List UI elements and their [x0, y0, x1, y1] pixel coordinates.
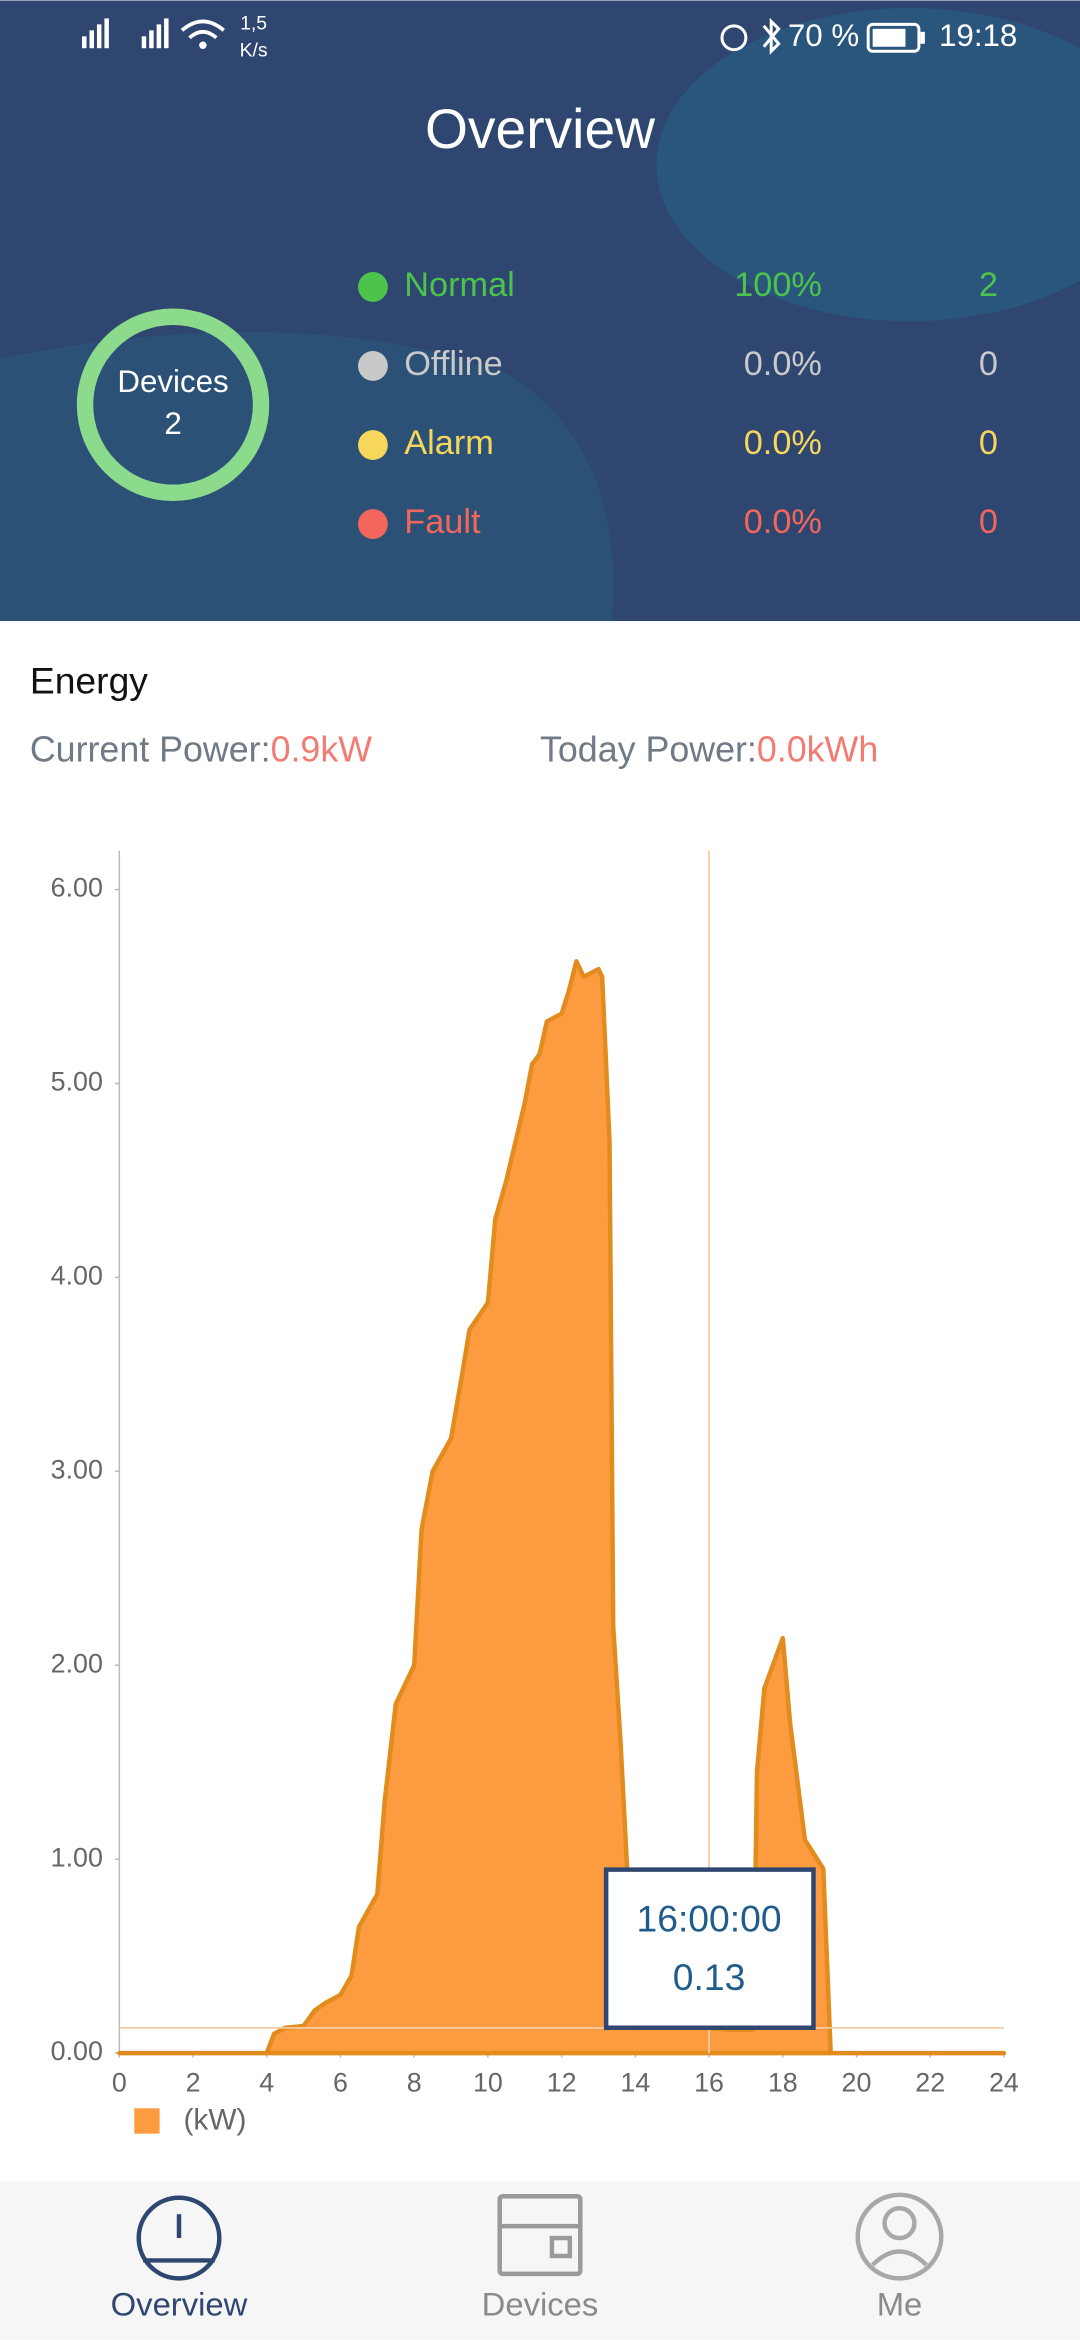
x-tick-label: 18: [768, 2068, 798, 2098]
current-power: Current Power:0.9kW: [30, 730, 372, 770]
energy-title: Energy: [30, 660, 148, 702]
status-count: 0: [979, 503, 998, 541]
today-value: 0.0kWh: [757, 730, 878, 770]
x-tick-label: 14: [620, 2068, 650, 2098]
y-tick-label: 6.00: [51, 873, 103, 903]
tab-label[interactable]: Me: [877, 2285, 923, 2322]
x-tick-label: 20: [842, 2068, 872, 2098]
status-dot: [358, 509, 388, 540]
x-tick-label: 6: [333, 2068, 348, 2098]
status-dot: [358, 430, 388, 460]
y-tick-label: 1.00: [51, 1842, 103, 1872]
net-speed: 1,5: [240, 12, 267, 34]
status-name: Fault: [404, 503, 481, 541]
x-tick-label: 10: [473, 2068, 503, 2098]
today-power: Today Power:0.0kWh: [540, 730, 878, 770]
status-name: Offline: [404, 345, 503, 383]
devices-count: 2: [164, 406, 181, 441]
status-count: 0: [979, 345, 998, 383]
legend-swatch: [134, 2108, 160, 2134]
status-icons: [82, 17, 925, 55]
y-tick-label: 3.00: [51, 1454, 103, 1484]
tab-label[interactable]: Overview: [111, 2285, 248, 2322]
area: [117, 959, 1007, 2056]
devices-label: Devices: [117, 364, 228, 399]
header-blob: [656, 8, 1080, 322]
device-ring: [76, 308, 270, 501]
y-tick-label: 5.00: [51, 1067, 103, 1097]
x-tick-label: 16: [694, 2068, 724, 2098]
status-name: Alarm: [404, 424, 494, 462]
status-dot: [358, 271, 388, 302]
status-percent: 0.0%: [744, 345, 822, 383]
x-tick-label: 24: [989, 2068, 1019, 2098]
tooltip-value: 0.13: [673, 1956, 746, 1998]
y-tick-label: 0.00: [51, 2036, 103, 2066]
today-label: Today Power:: [540, 730, 757, 770]
x-tick-label: 0: [112, 2068, 127, 2098]
tooltip-box: [603, 1867, 816, 2030]
x-tick-label: 2: [186, 2068, 201, 2098]
battery: 70 %: [788, 18, 859, 53]
current-label: Current Power:: [30, 730, 271, 770]
y-tick-label: 2.00: [51, 1648, 103, 1678]
x-tick-label: 12: [547, 2068, 577, 2098]
x-tick-label: 8: [407, 2068, 422, 2098]
page-title: Overview: [425, 98, 655, 160]
status-dot: [358, 351, 388, 381]
x-tick-label: 4: [259, 2068, 274, 2098]
tooltip-x: 16:00:00: [636, 1898, 781, 1940]
tab-icon-overview[interactable]: [136, 2195, 222, 2281]
status-count: 0: [979, 424, 998, 462]
tab-label[interactable]: Devices: [482, 2285, 599, 2322]
header-blob: [0, 331, 614, 622]
status-name: Normal: [404, 266, 515, 304]
y-tick-label: 4.00: [51, 1260, 103, 1290]
status-percent: 100%: [734, 266, 822, 304]
status-percent: 0.0%: [744, 424, 822, 462]
status-count: 2: [979, 266, 998, 304]
status-percent: 0.0%: [744, 503, 822, 541]
current-value: 0.9kW: [271, 730, 373, 770]
tab-icon-devices[interactable]: [497, 2194, 583, 2277]
net-unit: K/s: [240, 39, 268, 61]
clock: 19:18: [939, 18, 1017, 53]
tab-icon-me[interactable]: [855, 2192, 944, 2281]
x-tick-label: 22: [915, 2068, 945, 2098]
legend-label: (kW): [183, 2104, 246, 2137]
